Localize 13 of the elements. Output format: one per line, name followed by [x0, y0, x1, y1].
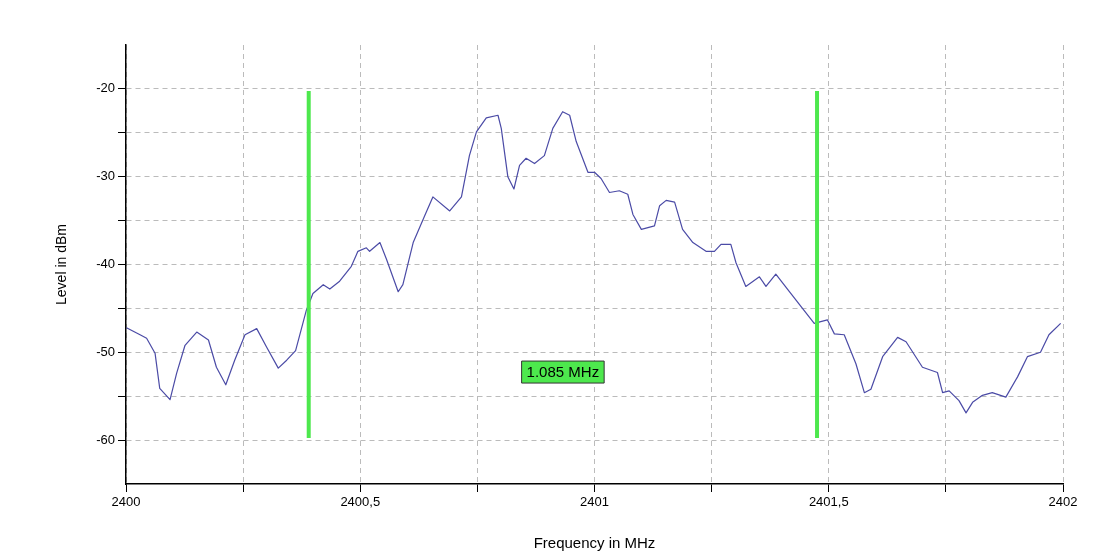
y-tick-label: -50	[96, 343, 115, 359]
y-tick-label: -20	[96, 80, 115, 96]
y-tick-label: -30	[96, 168, 115, 184]
y-tick-label: -40	[96, 256, 115, 272]
x-axis-title: Frequency in MHz	[533, 534, 656, 552]
annotation: 1.085 MHz	[526, 363, 600, 381]
x-tick-label: 2402	[1048, 494, 1078, 510]
y-tick-label: -60	[96, 431, 115, 447]
x-tick-label: 2401	[580, 494, 609, 510]
x-tick-label: 2400	[111, 494, 141, 510]
y-axis-title: Level in dBm	[53, 224, 70, 305]
x-tick-label: 2400,5	[340, 494, 381, 510]
x-tick-label: 2401,5	[808, 494, 849, 510]
